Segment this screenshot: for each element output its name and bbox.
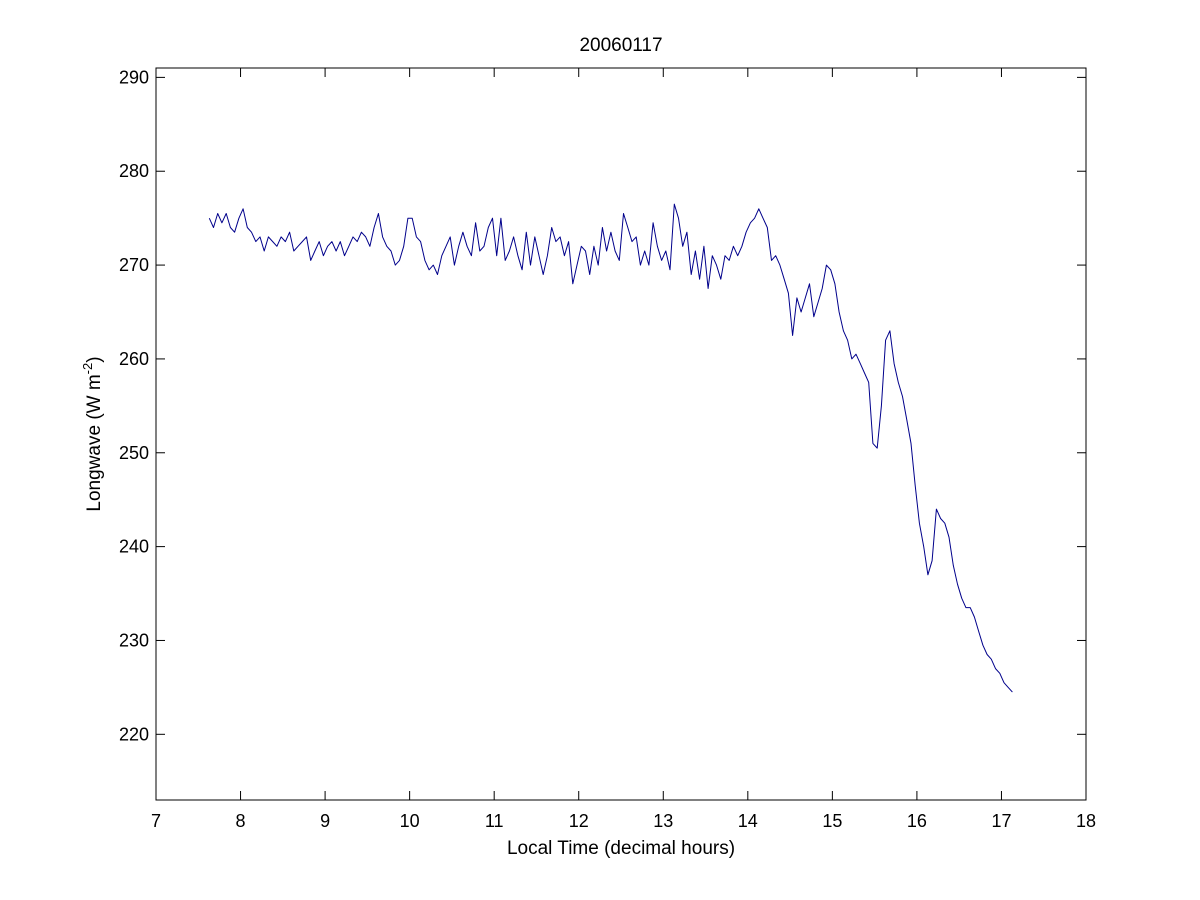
chart-title: 20060117: [579, 35, 662, 56]
x-tick-label: 9: [320, 811, 330, 831]
x-tick-label: 17: [991, 811, 1011, 831]
x-tick-label: 16: [907, 811, 927, 831]
y-tick-label: 260: [119, 349, 149, 369]
x-tick-label: 18: [1076, 811, 1096, 831]
x-tick-label: 13: [653, 811, 673, 831]
x-tick-label: 8: [236, 811, 246, 831]
x-tick-label: 12: [569, 811, 589, 831]
y-tick-label: 240: [119, 537, 149, 557]
y-tick-label: 270: [119, 255, 149, 275]
y-tick-label: 290: [119, 67, 149, 87]
y-axis-title-close: ): [84, 356, 105, 362]
y-axis-title: Longwave (W m-2): [80, 356, 105, 511]
y-axis-title-superscript: -2: [80, 363, 95, 375]
y-tick-label: 280: [119, 161, 149, 181]
x-tick-label: 11: [485, 811, 504, 831]
x-tick-label: 7: [151, 811, 161, 831]
x-tick-label: 15: [822, 811, 842, 831]
y-tick-label: 250: [119, 443, 149, 463]
axis-tick-labels: 7 8 9 10 11 12 13 14 15 16 17 18 220 230 240 250 260 270 2…: [119, 67, 1096, 831]
plot-area-background: [156, 68, 1086, 800]
longwave-series-line: [208, 203, 1013, 693]
x-tick-label: 14: [738, 811, 758, 831]
y-tick-label: 220: [119, 724, 149, 744]
axes-box: [155, 67, 1087, 801]
x-tick-label: 10: [400, 811, 420, 831]
y-tick-label: 230: [119, 630, 149, 650]
y-axis-title-main: Longwave (W m: [84, 374, 105, 511]
x-axis-title: Local Time (decimal hours): [507, 838, 735, 859]
